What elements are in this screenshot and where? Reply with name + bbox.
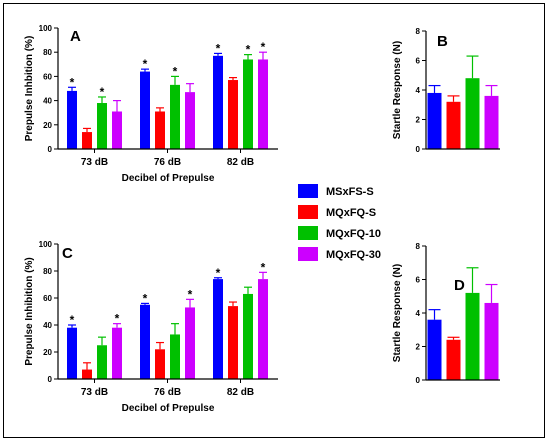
x-tick-label: 73 dB bbox=[81, 157, 108, 168]
bar bbox=[228, 306, 238, 379]
bar bbox=[97, 345, 107, 379]
y-tick-label: 6 bbox=[416, 57, 421, 66]
legend-swatch bbox=[298, 184, 318, 198]
x-tick-label: 82 dB bbox=[227, 387, 254, 398]
y-tick-label: 2 bbox=[416, 116, 421, 125]
y-tick-label: 60 bbox=[43, 72, 52, 81]
chart-panel-a: A * * 73 dB * * 76 dB * * * 82 dB 0 20 40 60 80 100 Prepu… bbox=[24, 24, 278, 184]
figure-frame bbox=[3, 3, 545, 438]
bar bbox=[185, 307, 195, 379]
legend-swatch bbox=[298, 226, 318, 240]
x-tick-label: 82 dB bbox=[227, 157, 254, 168]
y-tick-label: 20 bbox=[43, 348, 52, 357]
legend-label: MQxFQ-10 bbox=[326, 228, 381, 240]
y-tick-label: 8 bbox=[416, 27, 421, 36]
panel-letter: C bbox=[62, 245, 73, 262]
y-tick-label: 4 bbox=[416, 86, 421, 95]
y-tick-label: 0 bbox=[48, 145, 53, 154]
y-axis-label: Prepulse Inhibition (%) bbox=[24, 257, 35, 365]
bar bbox=[97, 103, 107, 149]
bar bbox=[446, 101, 461, 149]
panel-letter: D bbox=[454, 277, 465, 294]
y-axis-label: Prepulse Inhbition (%) bbox=[24, 36, 35, 142]
y-tick-label: 100 bbox=[39, 24, 53, 33]
significance-star: * bbox=[143, 57, 148, 71]
bar bbox=[155, 349, 165, 379]
bar bbox=[258, 59, 268, 149]
panel-letter: A bbox=[70, 28, 81, 45]
significance-star: * bbox=[173, 64, 178, 78]
bar bbox=[82, 132, 92, 149]
y-tick-label: 2 bbox=[416, 343, 421, 352]
x-tick-label: 73 dB bbox=[81, 387, 108, 398]
bar bbox=[465, 78, 480, 149]
significance-star: * bbox=[246, 43, 251, 57]
significance-star: * bbox=[261, 40, 266, 54]
legend-label: MSxFS-S bbox=[326, 186, 374, 198]
legend-swatch bbox=[298, 205, 318, 219]
significance-star: * bbox=[216, 266, 221, 280]
bar bbox=[170, 334, 180, 379]
bar bbox=[213, 55, 223, 149]
bar bbox=[67, 90, 77, 149]
chart-panel-d: D 0 2 4 6 8 Startle Response (N) bbox=[392, 242, 500, 385]
y-tick-label: 0 bbox=[416, 376, 421, 385]
y-tick-label: 60 bbox=[43, 294, 52, 303]
x-tick-label: 76 dB bbox=[154, 387, 181, 398]
bar bbox=[112, 327, 122, 379]
bar bbox=[446, 339, 461, 380]
significance-star: * bbox=[261, 260, 266, 274]
x-axis-label: Decibel of Prepulse bbox=[122, 173, 215, 184]
y-tick-label: 6 bbox=[416, 276, 421, 285]
y-tick-label: 100 bbox=[39, 240, 53, 249]
bar bbox=[427, 319, 442, 380]
y-tick-label: 4 bbox=[416, 309, 421, 318]
legend-swatch bbox=[298, 247, 318, 261]
legend-label: MQxFQ-30 bbox=[326, 249, 381, 261]
bar bbox=[82, 369, 92, 379]
bar bbox=[112, 111, 122, 149]
bar bbox=[170, 84, 180, 149]
significance-star: * bbox=[143, 291, 148, 305]
y-tick-label: 8 bbox=[416, 242, 421, 251]
significance-star: * bbox=[216, 41, 221, 55]
y-tick-label: 0 bbox=[48, 375, 53, 384]
y-axis-label: Startle Response (N) bbox=[392, 41, 403, 139]
significance-star: * bbox=[70, 75, 75, 89]
bar bbox=[185, 92, 195, 149]
chart-panel-c: C * * 73 dB * * 76 dB * * 82 dB 0 20 40 60 80 100 Prepul… bbox=[24, 240, 278, 414]
bar bbox=[213, 279, 223, 379]
y-tick-label: 20 bbox=[43, 121, 52, 130]
bar bbox=[465, 292, 480, 380]
y-tick-label: 40 bbox=[43, 321, 52, 330]
y-tick-label: 40 bbox=[43, 97, 52, 106]
bar bbox=[140, 71, 150, 149]
bar bbox=[243, 293, 253, 379]
bar bbox=[427, 92, 442, 149]
significance-star: * bbox=[70, 313, 75, 327]
bar bbox=[484, 95, 499, 149]
legend: MSxFS-S MQxFQ-S MQxFQ-10 MQxFQ-30 bbox=[298, 184, 381, 261]
y-tick-label: 0 bbox=[416, 145, 421, 154]
chart-panel-b: B 0 2 4 6 8 Startle Response (N) bbox=[392, 27, 500, 154]
bar bbox=[243, 59, 253, 149]
y-tick-label: 80 bbox=[43, 48, 52, 57]
significance-star: * bbox=[100, 85, 105, 99]
bar bbox=[228, 80, 238, 149]
panel-letter: B bbox=[437, 33, 448, 50]
x-axis-label: Decibel of Prepulse bbox=[122, 403, 215, 414]
bar bbox=[67, 327, 77, 379]
significance-star: * bbox=[188, 287, 193, 301]
y-tick-label: 80 bbox=[43, 267, 52, 276]
bar bbox=[484, 302, 499, 380]
bar bbox=[155, 111, 165, 149]
bar bbox=[140, 304, 150, 379]
y-axis-label: Startle Response (N) bbox=[392, 264, 403, 362]
x-tick-label: 76 dB bbox=[154, 157, 181, 168]
legend-label: MQxFQ-S bbox=[326, 207, 376, 219]
significance-star: * bbox=[115, 312, 120, 326]
bar bbox=[258, 279, 268, 379]
